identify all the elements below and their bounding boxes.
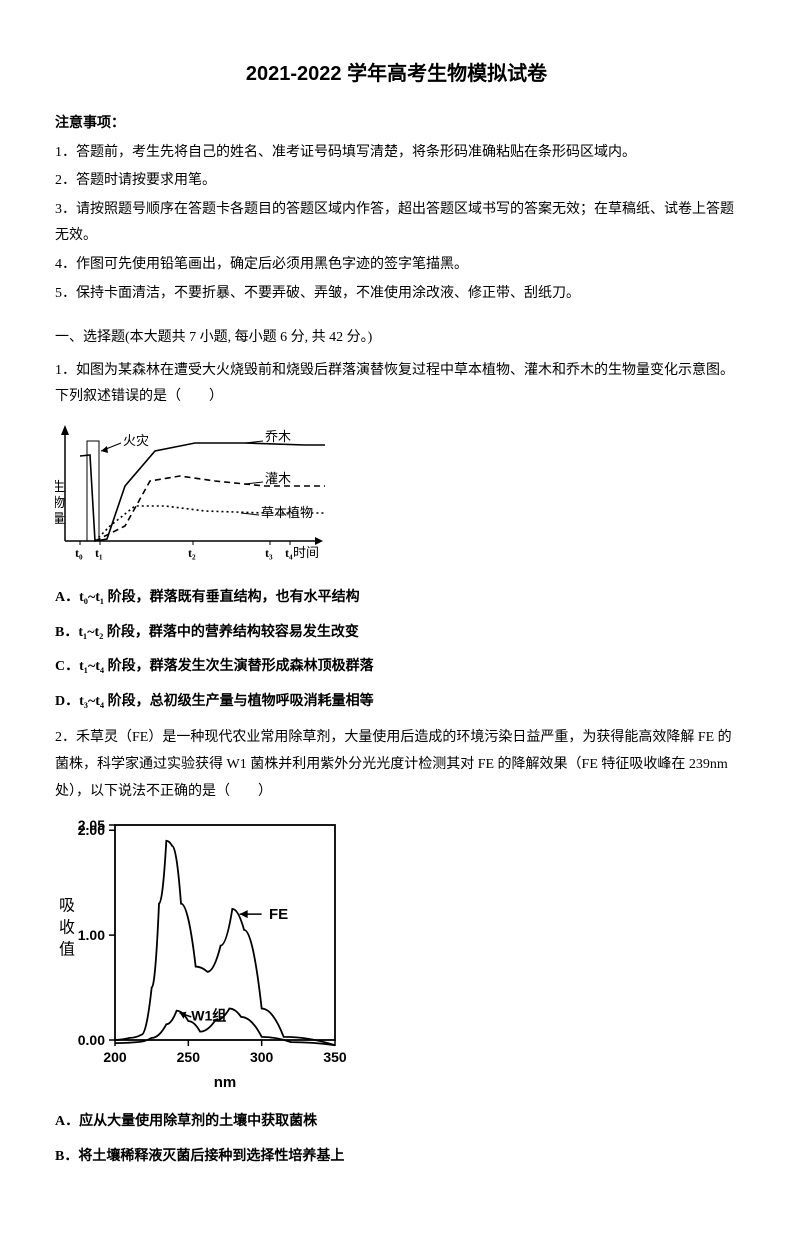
- notice-heading: 注意事项：: [55, 111, 738, 138]
- svg-text:2.05: 2.05: [78, 817, 105, 833]
- svg-text:乔木: 乔木: [265, 429, 291, 444]
- svg-text:t₃: t₃: [265, 546, 273, 560]
- svg-text:生: 生: [55, 479, 65, 494]
- svg-text:时间: 时间: [293, 545, 319, 560]
- q1-option-a: A．t₀~t₁ 阶段，群落既有垂直结构，也有水平结构: [55, 585, 738, 612]
- q1-option-b: B．t₁~t₂ 阶段，群落中的营养结构较容易发生改变: [55, 620, 738, 647]
- svg-text:物: 物: [55, 495, 65, 510]
- svg-text:0.00: 0.00: [78, 1032, 105, 1048]
- svg-text:250: 250: [177, 1049, 201, 1065]
- q2-option-b: B．将土壤稀释液灭菌后接种到选择性培养基上: [55, 1144, 738, 1171]
- notice-item-3: 3．请按照题号顺序在答题卡各题目的答题区域内作答，超出答题区域书写的答案无效；在…: [55, 197, 738, 250]
- q1-option-d: D．t₃~t₄ 阶段，总初级生产量与植物呼吸消耗量相等: [55, 689, 738, 716]
- svg-text:t₁: t₁: [95, 546, 103, 560]
- notice-item-1: 1．答题前，考生先将自己的姓名、准考证号码填写清楚，将条形码准确粘贴在条形码区域…: [55, 140, 738, 167]
- svg-text:1.00: 1.00: [78, 927, 105, 943]
- page-title: 2021-2022 学年高考生物模拟试卷: [55, 55, 738, 93]
- svg-text:W1组: W1组: [191, 1008, 226, 1024]
- q2-stem: 2．禾草灵（FE）是一种现代农业常用除草剂，大量使用后造成的环境污染日益严重，为…: [55, 725, 738, 805]
- svg-text:吸: 吸: [59, 898, 75, 915]
- notice-item-2: 2．答题时请按要求用笔。: [55, 168, 738, 195]
- q1-stem: 1．如图为某森林在遭受大火烧毁前和烧毁后群落演替恢复过程中草本植物、灌木和乔木的…: [55, 358, 738, 411]
- svg-text:200: 200: [103, 1049, 127, 1065]
- svg-text:300: 300: [250, 1049, 274, 1065]
- svg-text:值: 值: [59, 941, 75, 959]
- q2-figure: 0.001.002.002.05200250300350nm吸收值FEW1组: [55, 815, 738, 1095]
- section-a-heading: 一、选择题(本大题共 7 小题, 每小题 6 分, 共 42 分。): [55, 325, 738, 352]
- q1-figure: 火灾生物量 乔木灌木草本植物 t₀ t₁ t₂ t₃ t₄时间: [55, 421, 738, 571]
- notice-item-5: 5．保持卡面清洁，不要折暴、不要弄破、弄皱，不准使用涂改液、修正带、刮纸刀。: [55, 281, 738, 308]
- svg-text:t₄: t₄: [285, 546, 293, 560]
- svg-text:nm: nm: [214, 1074, 237, 1091]
- notice-item-4: 4．作图可先使用铅笔画出，确定后必须用黑色字迹的签字笔描黑。: [55, 252, 738, 279]
- q2-option-a: A．应从大量使用除草剂的土壤中获取菌株: [55, 1109, 738, 1136]
- svg-text:收: 收: [59, 919, 75, 937]
- svg-text:草本植物: 草本植物: [261, 505, 313, 520]
- svg-text:t₀: t₀: [75, 546, 83, 560]
- svg-text:火灾: 火灾: [123, 433, 149, 448]
- q1-option-c: C．t₁~t₄ 阶段，群落发生次生演替形成森林顶极群落: [55, 654, 738, 681]
- svg-text:350: 350: [323, 1049, 347, 1065]
- svg-text:FE: FE: [269, 906, 288, 923]
- svg-text:量: 量: [55, 511, 65, 526]
- svg-text:t₂: t₂: [188, 546, 196, 560]
- svg-text:灌木: 灌木: [265, 471, 291, 486]
